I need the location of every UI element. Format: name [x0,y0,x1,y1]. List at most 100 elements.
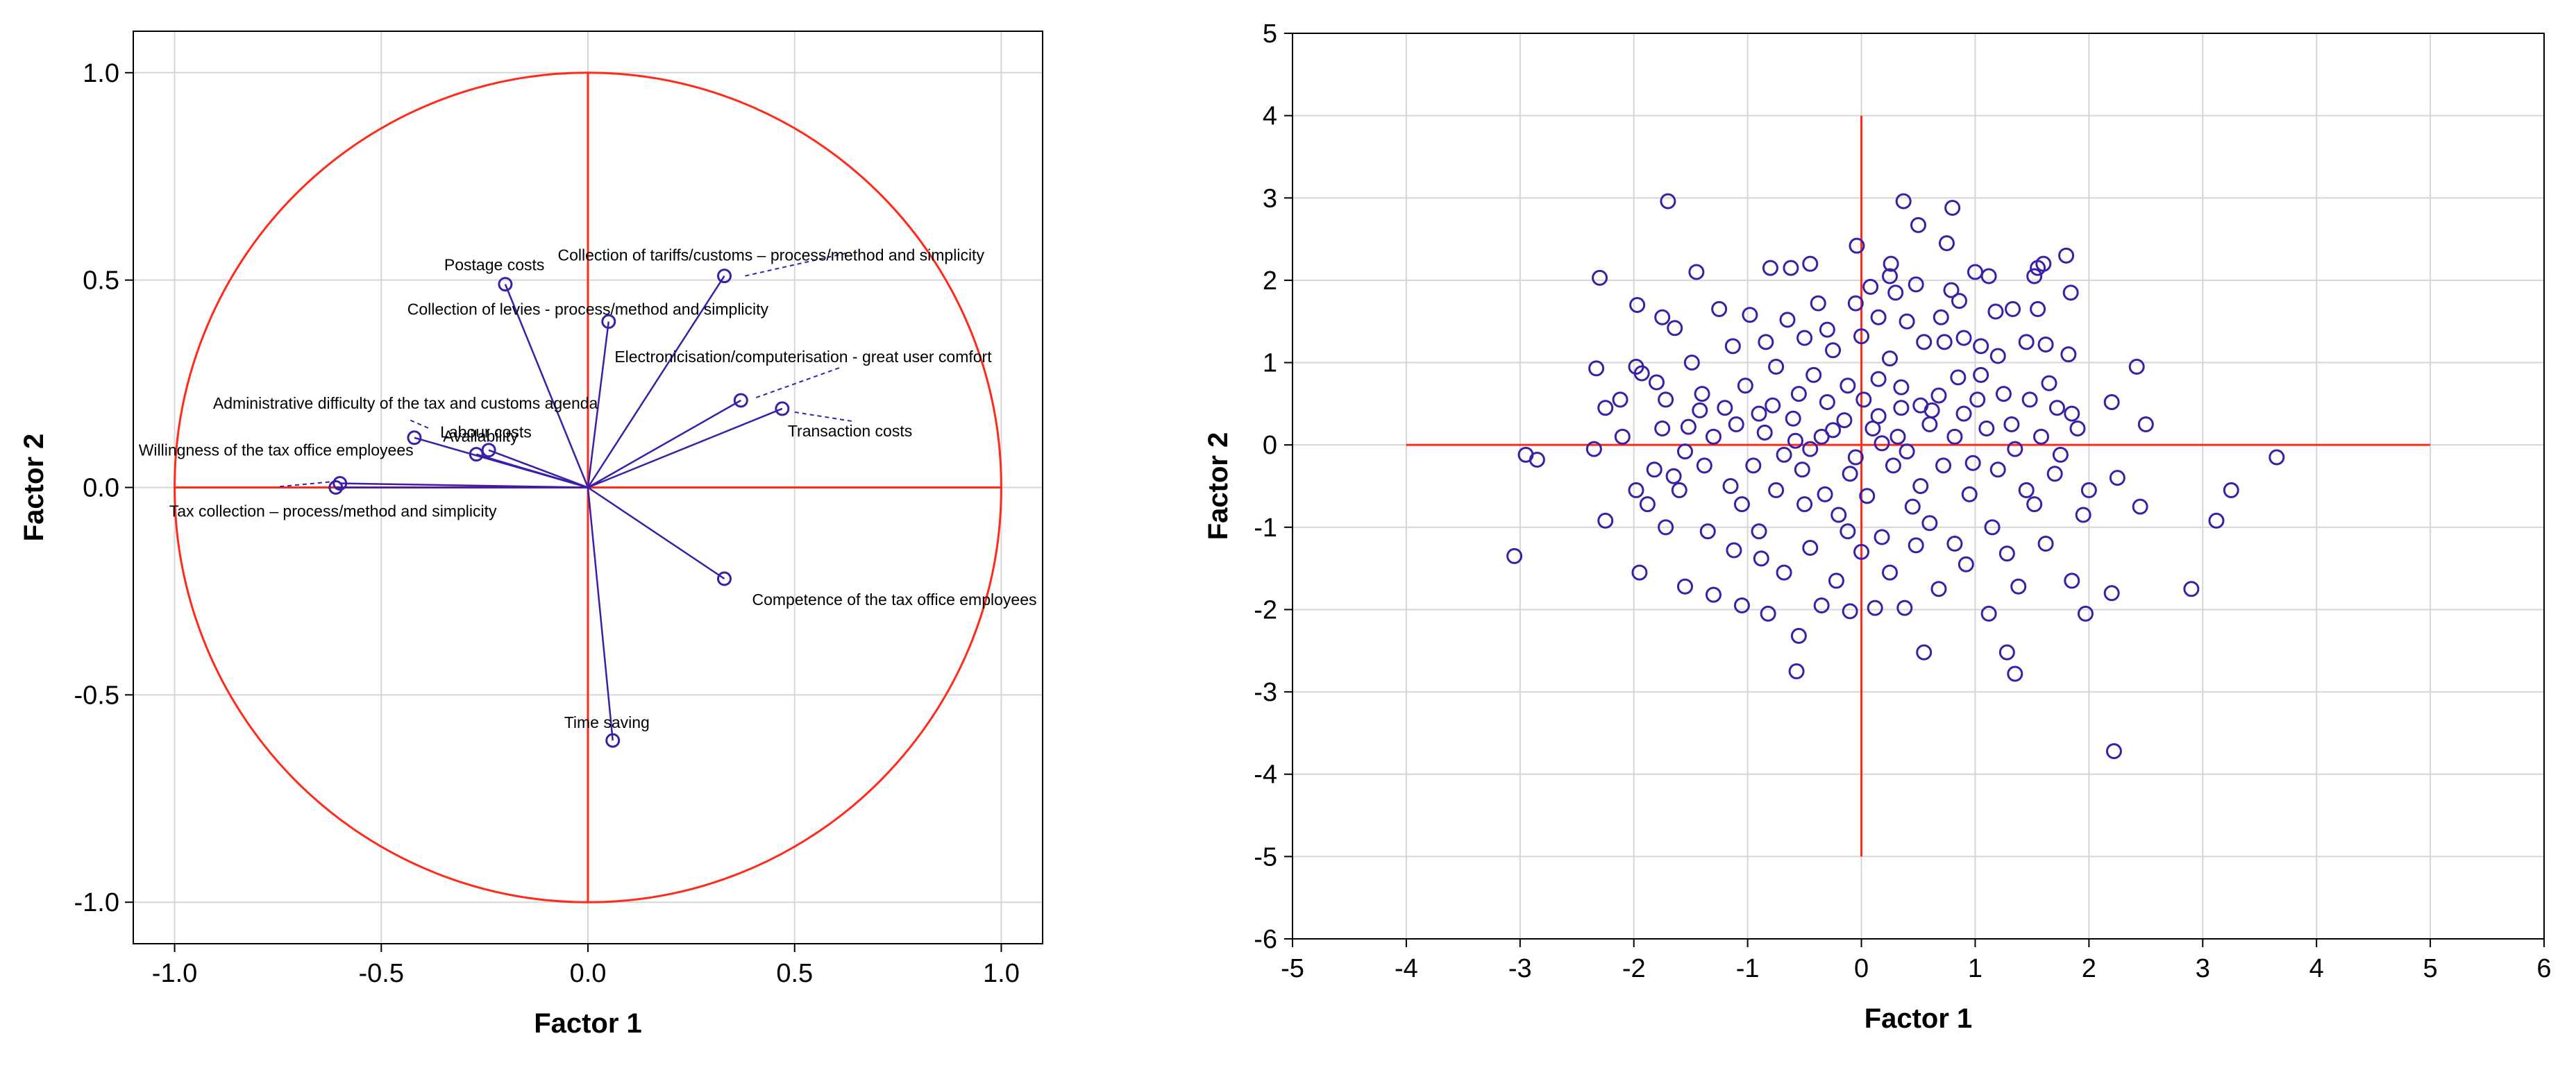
loading-vector [587,487,614,741]
score-point [1768,358,1785,375]
score-point [1853,543,1870,560]
score-point [1529,452,1545,468]
score-point [1631,564,1648,581]
score-point [1785,410,1801,427]
score-point [1910,216,1926,233]
score-point [2268,449,2285,466]
score-point [1726,542,1742,559]
score-point [2062,285,2079,301]
loading-vector [587,275,725,489]
score-point [2035,255,2052,272]
score-point [1745,457,1762,474]
y-tick-label: 0.0 [83,474,119,503]
score-point [1935,457,1952,474]
score-point [1908,537,1924,554]
label-leader-line [794,411,852,422]
score-point [1933,309,1949,325]
variable-point [717,571,732,586]
score-point [2037,336,2054,353]
score-point [1859,488,1876,504]
score-point [2026,268,2043,285]
score-point [1753,550,1769,567]
score-point [1980,605,1997,622]
score-point [2208,512,2225,529]
x-tick-label: 1.0 [983,959,1020,988]
score-point [1787,432,1803,449]
variable-label: Electronicisation/computerisation - grea… [614,348,992,366]
score-point [2007,441,2023,457]
score-point [2033,428,2050,445]
score-point [1936,334,1953,350]
variable-label: Postage costs [444,256,544,274]
score-point [1597,512,1614,529]
score-point [1819,321,1835,338]
score-point [1790,386,1807,402]
x-tick-label: 0.0 [570,959,607,988]
score-point [2080,482,2097,498]
y-tick-label: -6 [1254,925,1277,954]
score-point [1874,529,1890,545]
score-point [1867,600,1883,616]
score-point [2026,496,2043,513]
loading-vector [587,399,741,489]
score-point [1973,366,1989,383]
score-point [2052,446,2069,463]
score-point [2037,536,2054,552]
score-point [1671,482,1687,498]
score-point [1676,443,1693,460]
x-tick-label: -1.0 [152,959,197,988]
score-point [1855,391,1872,408]
score-point [1654,420,1671,436]
score-point [1776,564,1792,581]
score-point [1649,374,1665,391]
score-point [1776,446,1792,463]
variable-point [717,269,732,284]
score-point [1658,519,1674,536]
x-tick-label: 0 [1854,954,1869,983]
score-point [1779,312,1796,328]
score-point [1751,405,1767,422]
variable-point [498,277,513,292]
score-point [1847,449,1864,466]
score-point [1817,486,1833,502]
score-point [1506,547,1523,564]
score-point [1692,402,1708,418]
score-point [1694,386,1710,402]
x-tick-label: -0.5 [359,959,404,988]
y-axis-label: Factor 2 [19,434,49,542]
plot-area-right [1293,33,2544,939]
score-point [1842,466,1858,482]
score-point [1955,330,1972,346]
loading-vector [475,453,589,489]
y-tick-label: -1 [1254,513,1277,543]
score-point [1899,443,1915,460]
score-point [1788,663,1805,679]
variable-label: Availability [443,427,519,445]
score-point [1665,468,1682,484]
score-point [1676,578,1693,595]
score-point [1680,418,1697,435]
score-point [2132,498,2148,515]
score-point [1802,539,1819,556]
score-point [2021,391,2038,408]
score-point [1847,295,1864,312]
score-point [1987,303,2004,320]
score-point [1696,457,1712,474]
score-point [1895,193,1912,210]
score-point [1588,360,1605,377]
score-point [1813,597,1830,614]
score-point [1870,309,1887,325]
score-point [2030,300,2046,317]
variable-point [733,393,748,408]
score-point [1790,627,1807,644]
score-point [1885,457,1901,474]
score-point [1724,338,1741,355]
score-point [1810,295,1826,312]
variable-label: Collection of tariffs/customs – process/… [558,246,985,264]
loading-vector [504,284,589,488]
score-point [1585,441,1602,457]
variable-point [601,314,616,329]
x-axis-label: Factor 1 [1864,1003,1973,1034]
score-point [1849,237,1865,254]
score-point [1667,320,1683,337]
